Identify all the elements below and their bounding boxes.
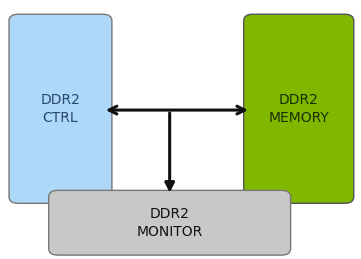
Text: DDR2
CTRL: DDR2 CTRL	[40, 92, 81, 125]
Text: DDR2
MONITOR: DDR2 MONITOR	[136, 206, 203, 239]
FancyBboxPatch shape	[49, 190, 291, 255]
FancyBboxPatch shape	[244, 14, 354, 203]
FancyBboxPatch shape	[9, 14, 112, 203]
Text: DDR2
MEMORY: DDR2 MEMORY	[268, 92, 329, 125]
